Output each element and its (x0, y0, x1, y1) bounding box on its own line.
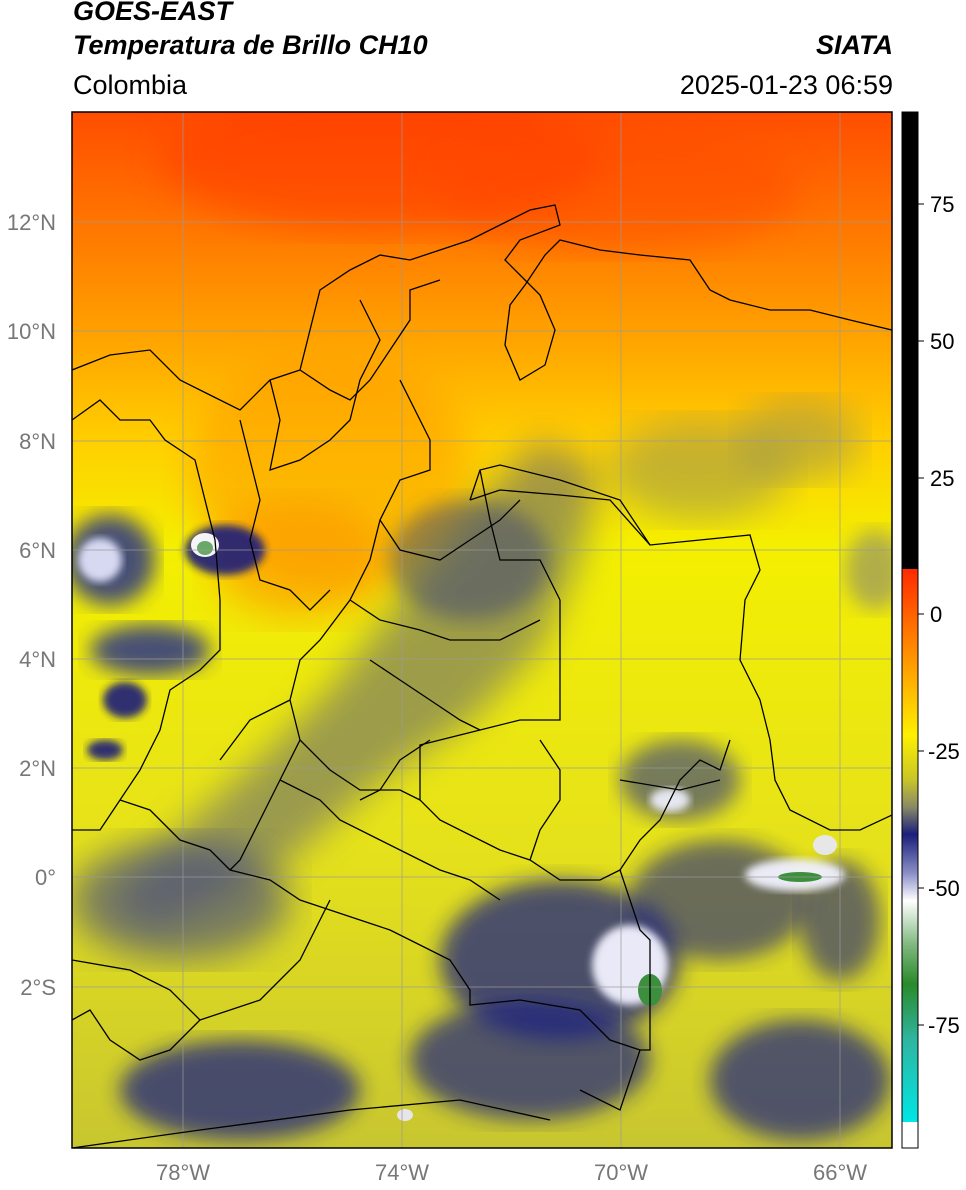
colorbar-tick: 25 (930, 466, 954, 491)
latitude-labels: 12°N 10°N 8°N 6°N 4°N 2°N 0° 2°S (7, 210, 56, 1000)
lat-label: 8°N (19, 429, 56, 454)
agency-label: SIATA (816, 30, 893, 60)
lat-label: 10°N (7, 319, 56, 344)
lon-label: 74°W (375, 1160, 429, 1185)
colorbar: 75 50 25 0 -25 -50 -75 (901, 111, 960, 1149)
colorbar-tick: 0 (930, 602, 942, 627)
lat-label: 2°S (20, 975, 56, 1000)
lat-label: 4°N (19, 647, 56, 672)
lat-label: 6°N (19, 538, 56, 563)
colorbar-tick: -75 (928, 1013, 960, 1038)
datetime-label: 2025-01-23 06:59 (679, 70, 893, 100)
graticule (72, 112, 892, 1148)
colorbar-black-segment (902, 112, 918, 569)
country-borders (72, 204, 892, 1148)
colorbar-white-segment (902, 1122, 918, 1148)
colorbar-tick: -25 (928, 739, 960, 764)
lon-label: 78°W (156, 1160, 210, 1185)
lat-label: 12°N (7, 210, 56, 235)
region-label: Colombia (73, 70, 188, 100)
colorbar-tick: 50 (930, 329, 954, 354)
colorbar-tick: -50 (928, 876, 960, 901)
colorbar-gradient (902, 569, 918, 1122)
product-title: Temperatura de Brillo CH10 (73, 30, 428, 60)
lon-label: 66°W (813, 1160, 867, 1185)
lat-label: 0° (35, 865, 56, 890)
lat-label: 2°N (19, 756, 56, 781)
longitude-labels: 78°W 74°W 70°W 66°W (156, 1160, 867, 1185)
colorbar-tick: 75 (930, 192, 954, 217)
plot-frame (71, 111, 893, 1149)
brightness-temperature-image (72, 112, 892, 1148)
satellite-title: GOES-EAST (73, 0, 233, 26)
lon-label: 70°W (594, 1160, 648, 1185)
